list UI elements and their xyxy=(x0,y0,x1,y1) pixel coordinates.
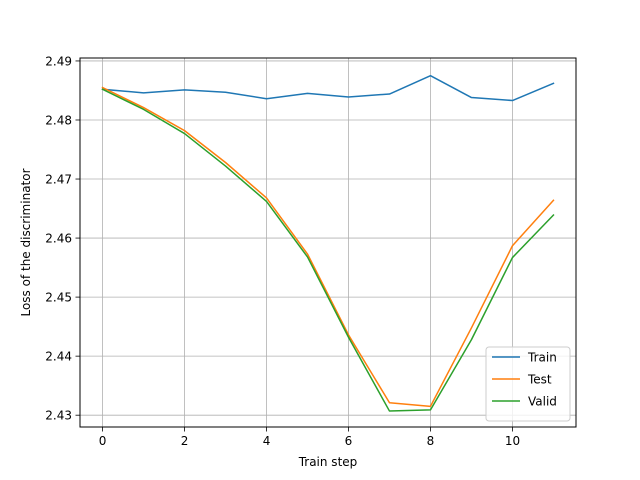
y-tick-label: 2.43 xyxy=(45,409,72,423)
series-line-test xyxy=(101,86,555,408)
series-lines xyxy=(101,74,555,412)
plot-area-frame xyxy=(79,57,577,428)
x-tick-label: 4 xyxy=(263,434,271,448)
legend-label-train: Train xyxy=(527,351,557,365)
y-tick-label: 2.45 xyxy=(45,291,72,305)
y-tick-label: 2.44 xyxy=(45,350,72,364)
x-tick-label: 0 xyxy=(99,434,107,448)
x-tick-label: 10 xyxy=(505,434,520,448)
axis-ticks: 0 2 4 6 8 10 2.43 2.44 2.45 2.46 2.47 2.48 2.49 xyxy=(45,54,520,448)
legend-label-test: Test xyxy=(527,373,552,387)
series-line-train xyxy=(101,74,555,102)
series-line-valid xyxy=(101,88,555,412)
y-tick-label: 2.46 xyxy=(45,232,72,246)
legend-label-valid: Valid xyxy=(528,395,557,409)
legend: Train Test Valid xyxy=(485,346,571,422)
grid-lines xyxy=(80,58,576,427)
y-axis-label: Loss of the discriminator xyxy=(19,168,33,316)
y-tick-label: 2.49 xyxy=(45,54,72,68)
x-axis-label: Train step xyxy=(298,455,358,469)
legend-box xyxy=(485,346,571,422)
x-tick-label: 6 xyxy=(345,434,353,448)
y-tick-label: 2.48 xyxy=(45,113,72,127)
y-tick-label: 2.47 xyxy=(45,173,72,187)
x-tick-label: 2 xyxy=(181,434,189,448)
x-tick-label: 8 xyxy=(427,434,435,448)
